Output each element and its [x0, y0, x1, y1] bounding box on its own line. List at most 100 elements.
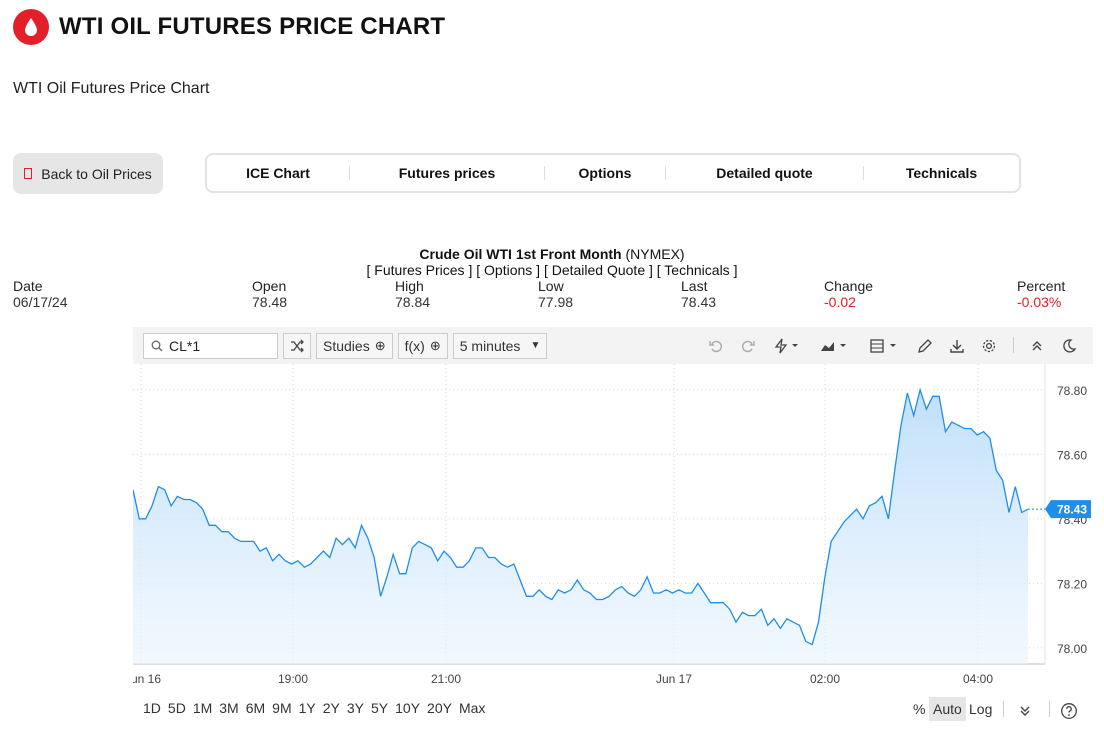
quote-high: High 78.84	[395, 278, 430, 310]
range-20y[interactable]: 20Y	[427, 700, 452, 716]
range-1m[interactable]: 1M	[192, 700, 213, 716]
scale-percent-button[interactable]: %	[913, 701, 926, 717]
field-value: 78.48	[252, 294, 288, 310]
toolbar-divider	[1013, 337, 1014, 353]
field-label: Last	[681, 278, 708, 294]
plus-circle-icon: ⊕	[429, 337, 441, 353]
back-to-oil-prices-button[interactable]: Back to Oil Prices	[13, 153, 163, 194]
series-line	[133, 387, 1029, 646]
compare-button[interactable]	[283, 332, 311, 359]
last-price-badge	[1045, 500, 1091, 519]
page-title: WTI OIL FUTURES PRICE CHART	[59, 13, 446, 40]
range-3m[interactable]: 3M	[219, 700, 239, 716]
x-tick-label: un 16	[133, 672, 161, 686]
tab-technicals[interactable]: Technicals	[905, 165, 978, 181]
oil-drop-icon	[13, 9, 49, 45]
y-tick-label: 78.00	[1057, 642, 1087, 656]
undo-icon[interactable]	[705, 335, 727, 357]
chart-type-icon[interactable]	[817, 335, 851, 357]
symbol-value: CL*1	[169, 337, 201, 354]
tab-divider	[349, 166, 350, 180]
range-selector: 1D 5D 1M 3M 6M 9M 1Y 2Y 3Y 5Y 10Y 20Y Ma…	[143, 700, 492, 716]
quote-percent: Percent -0.03%	[1017, 278, 1065, 310]
quote-open: Open 78.48	[252, 278, 287, 310]
moon-icon[interactable]	[1058, 335, 1080, 357]
range-1y[interactable]: 1Y	[298, 700, 316, 716]
scale-log-button[interactable]: Log	[969, 701, 993, 717]
field-value: 78.84	[395, 294, 431, 310]
tab-divider	[863, 166, 864, 180]
back-button-label: Back to Oil Prices	[41, 165, 152, 182]
x-tick-label: 21:00	[431, 672, 461, 686]
x-tick-label: 04:00	[963, 672, 993, 686]
tab-options[interactable]: Options	[578, 165, 632, 181]
symbol-input[interactable]: CL*1	[143, 332, 278, 359]
redo-icon[interactable]	[737, 335, 759, 357]
scale-auto-button[interactable]: Auto	[929, 697, 966, 721]
plus-circle-icon: ⊕	[374, 337, 386, 353]
field-value: 06/17/24	[13, 294, 68, 310]
range-max[interactable]: Max	[458, 700, 486, 716]
gear-icon[interactable]	[978, 335, 1000, 357]
shuffle-icon	[291, 339, 304, 352]
download-icon[interactable]	[946, 335, 968, 357]
y-tick-label: 78.80	[1057, 384, 1087, 398]
range-1d[interactable]: 1D	[143, 700, 161, 716]
quote-date: Date 06/17/24	[13, 278, 68, 310]
expand-down-icon[interactable]	[1018, 699, 1032, 723]
range-5y[interactable]: 5Y	[371, 700, 389, 716]
quote-last: Last 78.43	[681, 278, 716, 310]
link-futures-prices[interactable]: [ Futures Prices ]	[366, 262, 473, 278]
range-3y[interactable]: 3Y	[346, 700, 364, 716]
scale-divider	[1003, 701, 1004, 717]
collapse-icon[interactable]	[1026, 335, 1048, 357]
field-label: Low	[538, 278, 564, 294]
chart-toolbar: CL*1 Studies ⊕ f(x) ⊕ 5 minutes ▼	[133, 327, 1093, 364]
fx-button[interactable]: f(x) ⊕	[397, 332, 448, 359]
range-2y[interactable]: 2Y	[322, 700, 340, 716]
link-options[interactable]: [ Options ]	[476, 262, 541, 278]
studies-label: Studies	[323, 337, 370, 354]
link-detailed-quote[interactable]: [ Detailed Quote ]	[543, 262, 653, 278]
x-tick-label: 02:00	[810, 672, 840, 686]
last-price-label: 78.43	[1057, 503, 1087, 517]
pencil-icon[interactable]	[914, 335, 936, 357]
layout-icon[interactable]	[867, 335, 901, 357]
field-label: High	[395, 278, 424, 294]
field-label: Change	[824, 278, 874, 294]
exchange-name: (NYMEX)	[625, 246, 685, 262]
tab-futures-prices[interactable]: Futures prices	[398, 165, 496, 181]
series-area	[133, 389, 1028, 664]
field-label: Percent	[1017, 278, 1066, 294]
field-label: Date	[13, 278, 43, 294]
studies-button[interactable]: Studies ⊕	[316, 332, 393, 359]
y-tick-label: 78.60	[1057, 448, 1087, 462]
quote-links: [ Futures Prices ] [ Options ] [ Detaile…	[0, 262, 1104, 278]
range-6m[interactable]: 6M	[245, 700, 266, 716]
range-10y[interactable]: 10Y	[395, 700, 421, 716]
page-header: WTI OIL FUTURES PRICE CHART	[13, 9, 445, 45]
field-value: -0.03%	[1017, 294, 1062, 310]
caret-down-icon: ▼	[530, 340, 541, 351]
range-9m[interactable]: 9M	[272, 700, 292, 716]
tab-detailed-quote[interactable]: Detailed quote	[716, 165, 813, 181]
lightning-icon[interactable]	[771, 335, 803, 357]
search-icon	[151, 340, 163, 351]
instrument-name: Crude Oil WTI 1st Front Month	[419, 246, 622, 262]
field-label: Open	[252, 278, 287, 294]
tab-ice-chart[interactable]: ICE Chart	[246, 165, 310, 181]
quote-change: Change -0.02	[824, 278, 873, 310]
x-tick-label: Jun 17	[656, 672, 692, 686]
interval-select[interactable]: 5 minutes ▼	[452, 332, 548, 359]
field-value: 77.98	[538, 294, 574, 310]
tab-bar: ICE Chart Futures prices Options Detaile…	[205, 153, 1021, 193]
tab-divider	[544, 166, 545, 180]
quote-low: Low 77.98	[538, 278, 573, 310]
fx-label: f(x)	[404, 337, 425, 354]
range-5d[interactable]: 5D	[167, 700, 186, 716]
page-subtitle: WTI Oil Futures Price Chart	[13, 80, 210, 97]
link-technicals[interactable]: [ Technicals ]	[656, 262, 738, 278]
help-icon[interactable]	[1060, 699, 1078, 723]
x-tick-label: 19:00	[278, 672, 308, 686]
